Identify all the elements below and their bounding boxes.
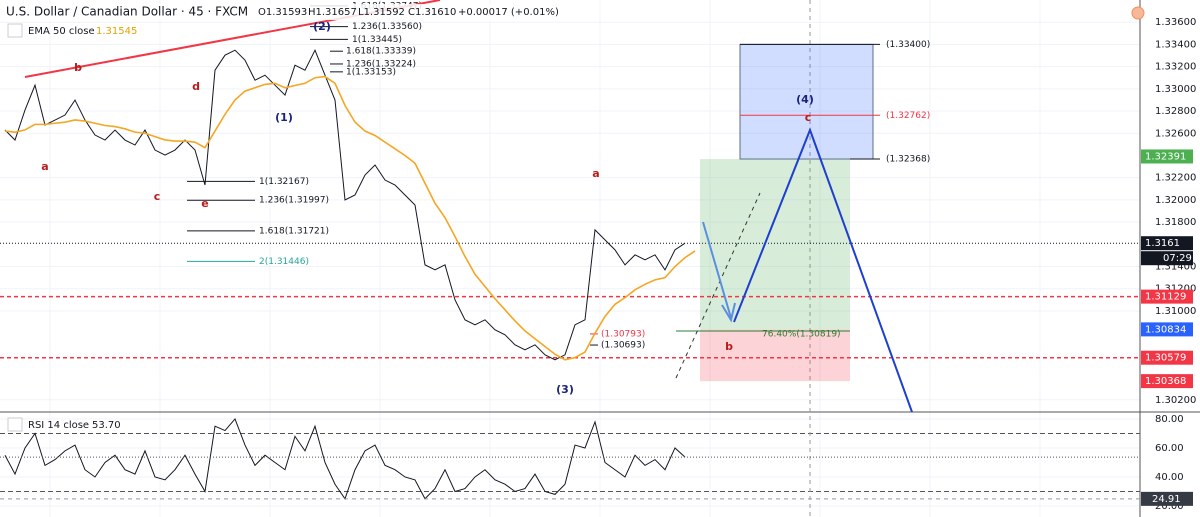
ema-legend-value: 1.31545	[96, 26, 137, 37]
rsi-legend-value: 53.70	[92, 420, 121, 431]
fib-label: 1.236(1.31997)	[259, 196, 329, 206]
collapse-button[interactable]	[7, 23, 23, 38]
wave-label: e	[201, 197, 208, 210]
fib-label: (1.30793)	[601, 329, 645, 339]
fib-label: (1.30693)	[601, 341, 645, 351]
cursor-label: 24.91	[1152, 494, 1181, 505]
price-badge	[1141, 149, 1193, 164]
ohlc-value: L1.31592	[358, 7, 405, 18]
price-badge	[1141, 322, 1193, 337]
rsi-tick-label: 60.00	[1155, 443, 1184, 454]
y-tick-label: 1.32200	[1155, 173, 1196, 184]
rsi-legend-name: RSI 14 close	[28, 420, 89, 431]
price-badge-label: 1.31129	[1145, 292, 1186, 303]
y-tick-label: 1.32000	[1155, 195, 1196, 206]
price-badge-label: 1.32391	[1145, 151, 1186, 162]
rsi-tick-label: 20.00	[1155, 501, 1184, 512]
stop-box	[700, 329, 850, 382]
y-tick-label: 1.30200	[1155, 395, 1196, 406]
profit-box	[700, 159, 850, 330]
countdown-badge	[1141, 251, 1193, 266]
wave-label: b	[74, 61, 82, 74]
fib-label: (1.32762)	[886, 111, 930, 121]
wave-label: (4)	[796, 93, 814, 106]
wave-label: d	[192, 80, 200, 93]
countdown-label: 07:29	[1163, 253, 1192, 264]
y-tick-label: 1.31400	[1155, 262, 1196, 273]
price-badge-label: 1.30834	[1145, 324, 1186, 335]
wave-label: c	[154, 190, 161, 203]
fib-label: 1.236(1.33224)	[346, 59, 416, 69]
fib-label: 1.618(1.33339)	[346, 47, 416, 57]
rsi-tick-label: 80.00	[1155, 414, 1184, 425]
wave-label: a	[592, 167, 599, 180]
chart-title: U.S. Dollar / Canadian Dollar · 45 · FXC…	[6, 5, 248, 19]
fib-label: 2(1.31446)	[259, 257, 309, 267]
price-badge	[1141, 350, 1193, 365]
y-tick-label: 1.31200	[1155, 284, 1196, 295]
y-tick-label: 1.31800	[1155, 217, 1196, 228]
y-tick-label: 1.32800	[1155, 106, 1196, 117]
wave-label: (3)	[556, 383, 574, 396]
change-value: +0.00017 (+0.01%)	[458, 7, 559, 18]
fib-label: (1.32368)	[886, 155, 930, 165]
price-badge-label: 1.3161	[1145, 238, 1180, 249]
y-tick-label: 1.33000	[1155, 84, 1196, 95]
wave-label: b	[725, 340, 733, 353]
price-badge-label: 1.30368	[1145, 376, 1186, 387]
fib-label: 1(1.33445)	[352, 35, 402, 45]
fib-label: 1(1.32167)	[259, 177, 309, 187]
arrow-head	[721, 302, 736, 323]
price-badge-label: 1.30579	[1145, 353, 1186, 364]
projection-guide	[675, 192, 761, 379]
y-tick-label: 1.33600	[1155, 17, 1196, 28]
price-badge	[1141, 374, 1193, 389]
fib-label: 76.40%(1.30819)	[762, 330, 841, 340]
fib-label: 1.618(1.31721)	[259, 226, 329, 236]
wave-label: a	[41, 160, 48, 173]
fib-label: 1.236(1.33560)	[352, 22, 422, 32]
wave-label: c	[805, 111, 812, 124]
y-tick-label: 1.33200	[1155, 62, 1196, 73]
ohlc-value: O1.31593	[258, 7, 307, 18]
y-tick-label: 1.32600	[1155, 128, 1196, 139]
projection-arrow	[702, 221, 732, 319]
rsi-tick-label: 40.00	[1155, 472, 1184, 483]
y-tick-label: 1.31000	[1155, 306, 1196, 317]
wave-label: (1)	[275, 111, 293, 124]
fib-label: 1(1.33153)	[346, 67, 396, 77]
y-tick-label: 1.33400	[1155, 39, 1196, 50]
price-line	[4, 48, 686, 361]
rsi-collapse-button[interactable]	[7, 417, 23, 432]
fib-label: (1.33400)	[886, 40, 930, 50]
ohlc-value: C1.31610	[408, 7, 456, 18]
ohlc-value: H1.31657	[308, 7, 357, 18]
price-badge	[1141, 289, 1193, 304]
cursor-badge	[1141, 491, 1193, 506]
alert-icon[interactable]	[1131, 6, 1145, 20]
price-badge	[1141, 236, 1193, 251]
projection-path	[733, 127, 913, 413]
ema-line	[4, 75, 696, 361]
header-bg	[2, 4, 532, 20]
ema-legend-name: EMA 50 close	[28, 26, 95, 37]
wave-label: (2)	[313, 20, 331, 33]
